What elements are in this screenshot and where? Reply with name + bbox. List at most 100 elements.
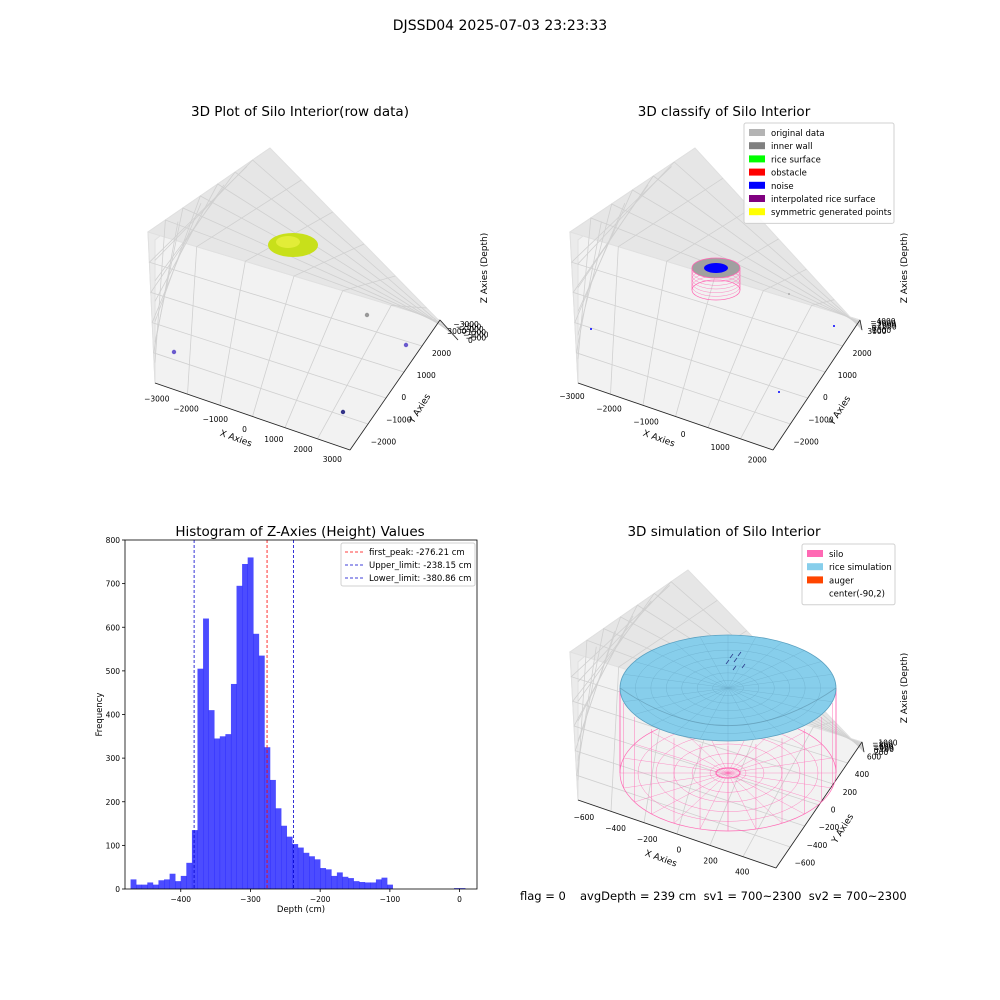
histogram-bar bbox=[242, 563, 248, 889]
rice-surface-shading bbox=[619, 687, 837, 726]
z-axis-label: Z Axies (Depth) bbox=[480, 233, 490, 304]
z-tick-label: −2500 bbox=[456, 323, 482, 332]
x-tick-label: −2000 bbox=[596, 405, 622, 414]
legend-swatch bbox=[807, 550, 823, 557]
legend-label: silo bbox=[829, 550, 843, 560]
y-tick-label: 0 bbox=[401, 393, 406, 402]
histogram-bar bbox=[191, 830, 198, 889]
rice-surface-highlight bbox=[276, 236, 300, 248]
silo-center-ring bbox=[715, 767, 741, 779]
original-point bbox=[788, 293, 790, 295]
grid-line bbox=[577, 203, 861, 336]
histogram-bar bbox=[325, 869, 332, 889]
histogram-bar bbox=[264, 747, 271, 889]
legend-label: rice simulation bbox=[829, 563, 892, 573]
y-axis-line bbox=[772, 319, 861, 451]
auger-mark bbox=[741, 663, 746, 669]
outlier-point bbox=[364, 312, 370, 318]
histogram-bar bbox=[281, 825, 288, 889]
y-tick-label: 0 bbox=[831, 805, 836, 814]
auger-mark bbox=[733, 657, 738, 663]
histogram-bar bbox=[309, 856, 315, 889]
histogram-bar bbox=[342, 876, 349, 889]
y-tick-label: −200 bbox=[819, 823, 840, 832]
x-tick-label: 0 bbox=[457, 895, 462, 904]
grid-line bbox=[148, 166, 423, 347]
legend-swatch bbox=[749, 168, 765, 176]
rice-mesh-spoke bbox=[727, 636, 757, 689]
grid-line bbox=[219, 211, 333, 406]
y-tick-label: 300 bbox=[106, 754, 121, 763]
histogram-bar bbox=[214, 738, 221, 889]
z-tick-label: −2000 bbox=[458, 325, 484, 334]
z-tick-label: −3000 bbox=[871, 319, 897, 328]
stats-text: avgDepth = 239 cm sv1 = 700~2300 sv2 = 7… bbox=[580, 889, 907, 903]
histogram-bar bbox=[297, 847, 304, 889]
z-axis-label: Z Axies (Depth) bbox=[900, 233, 910, 304]
silo-floor-spoke bbox=[727, 772, 805, 815]
silo-floor-spoke bbox=[727, 772, 822, 803]
y-tick-label: 2000 bbox=[853, 349, 872, 358]
rice-mesh-spoke bbox=[673, 687, 729, 735]
x-tick-label: −200 bbox=[310, 895, 331, 904]
flag-text: flag = 0 bbox=[520, 889, 566, 903]
noise-points bbox=[704, 263, 728, 273]
z-tick-label: 0 bbox=[468, 336, 473, 345]
rice-mesh-spoke bbox=[634, 661, 729, 689]
silo-floor-spoke bbox=[673, 772, 729, 824]
x-axis-line bbox=[154, 382, 351, 451]
y-tick-label: 600 bbox=[867, 753, 882, 762]
figure-title: DJSSD04 2025-07-03 23:23:33 bbox=[392, 18, 608, 34]
histogram-bar bbox=[359, 882, 366, 889]
y-tick-label: −1000 bbox=[386, 415, 412, 424]
y-tick-label: 400 bbox=[106, 711, 121, 720]
z-tick-label: −1000 bbox=[463, 331, 489, 340]
x-axis-label: Depth (cm) bbox=[277, 905, 325, 915]
rice-mesh-spoke bbox=[651, 687, 729, 726]
rice-mesh-spoke bbox=[699, 636, 729, 689]
outlier-point bbox=[403, 342, 409, 348]
y-tick-label: 500 bbox=[106, 667, 121, 676]
legend-label: rice surface bbox=[771, 155, 821, 165]
legend-swatch bbox=[749, 155, 765, 163]
histogram-bar bbox=[336, 872, 343, 889]
silo-floor-spoke bbox=[634, 743, 729, 774]
grid-line bbox=[154, 207, 446, 343]
rice-mesh-spoke bbox=[673, 641, 729, 689]
y-axis-label: Frequency bbox=[95, 693, 105, 737]
silo-floor-spoke bbox=[727, 772, 757, 830]
y-tick-label: 700 bbox=[106, 580, 121, 589]
x-tick-label: 2000 bbox=[294, 445, 313, 454]
z-axis-line bbox=[859, 319, 863, 331]
z-tick-label: −3000 bbox=[453, 320, 479, 329]
histogram-bar bbox=[164, 879, 170, 889]
z-axis-label: Z Axies (Depth) bbox=[900, 653, 910, 724]
x-tick-label: −400 bbox=[605, 824, 626, 833]
grid-line bbox=[577, 161, 862, 329]
histogram-bar bbox=[208, 710, 215, 889]
silo-floor-spoke bbox=[727, 757, 833, 774]
x-tick-label: −300 bbox=[240, 895, 261, 904]
grid-line bbox=[284, 275, 396, 428]
legend-swatch bbox=[749, 129, 765, 136]
x-tick-label: 400 bbox=[735, 867, 750, 876]
histogram-bar bbox=[331, 875, 338, 889]
auger-mark bbox=[725, 659, 730, 665]
auger-mark bbox=[729, 653, 734, 659]
simulation-plot-title: 3D simulation of Silo Interior bbox=[627, 524, 821, 540]
y-tick-label: −1000 bbox=[808, 415, 834, 424]
x-tick-label: 0 bbox=[681, 430, 686, 439]
x-tick-label: −3000 bbox=[144, 395, 170, 404]
raw-plot-title: 3D Plot of Silo Interior(row data) bbox=[191, 104, 409, 120]
grid-line bbox=[317, 304, 427, 439]
silo-floor-spoke bbox=[634, 772, 729, 803]
x-tick-label: −200 bbox=[637, 835, 658, 844]
x-tick-label: 0 bbox=[677, 846, 682, 855]
histogram-bar bbox=[169, 873, 176, 889]
histogram-bar bbox=[180, 875, 187, 889]
z-tick-label: −600 bbox=[873, 742, 894, 751]
y-tick-label: 3000 bbox=[867, 327, 886, 336]
histogram-bar bbox=[175, 881, 182, 889]
grid-line bbox=[154, 159, 456, 338]
